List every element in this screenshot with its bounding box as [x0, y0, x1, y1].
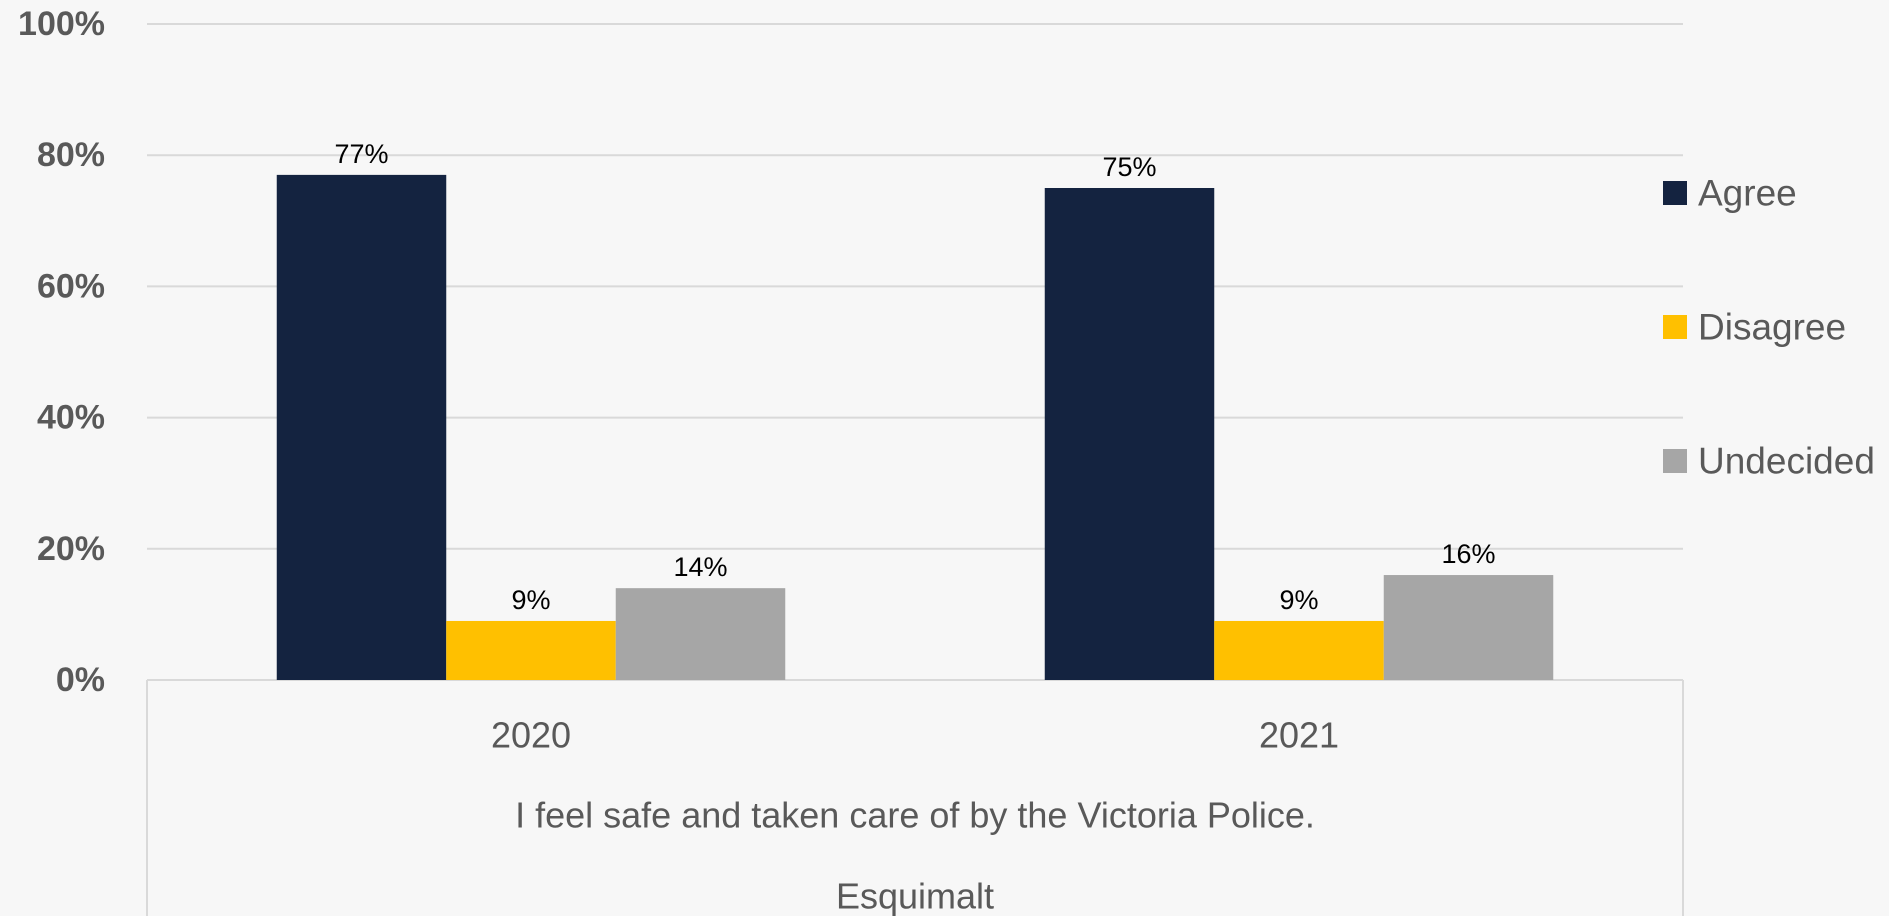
bar-undecided-2020 — [615, 588, 786, 680]
bar-disagree-2021 — [1214, 620, 1384, 680]
legend-swatch — [1663, 181, 1687, 205]
legend-swatch — [1663, 315, 1687, 339]
data-label: 75% — [1102, 152, 1156, 182]
bars — [276, 174, 1554, 680]
data-label: 16% — [1441, 539, 1495, 569]
legend-label: Undecided — [1698, 441, 1875, 482]
legend-swatch — [1663, 449, 1687, 473]
x-tick-label: 2021 — [1259, 715, 1339, 756]
data-label: 9% — [1279, 585, 1318, 615]
data-label: 9% — [511, 585, 550, 615]
y-tick-label: 60% — [37, 267, 105, 305]
bar-agree-2021 — [1044, 188, 1215, 680]
axes: 0% 20% 40% 60% 80% 100% 2020 2021 I feel safe an… — [18, 5, 1684, 916]
legend-label: Disagree — [1698, 307, 1846, 348]
bar-undecided-2021 — [1383, 575, 1554, 680]
y-tick-label: 100% — [18, 5, 105, 43]
legend: Agree Disagree Undecided — [1663, 173, 1875, 482]
bar-disagree-2020 — [446, 620, 616, 680]
data-label: 14% — [673, 552, 727, 582]
y-tick-label: 20% — [37, 530, 105, 568]
legend-label: Agree — [1698, 173, 1797, 214]
y-tick-label: 40% — [37, 399, 105, 437]
axis-group-label: I feel safe and taken care of by the Vic… — [515, 795, 1315, 836]
y-tick-label: 80% — [37, 136, 105, 174]
axis-group-label: Esquimalt — [836, 876, 994, 916]
y-tick-label: 0% — [56, 661, 105, 699]
bar-agree-2020 — [276, 174, 447, 680]
x-tick-label: 2020 — [491, 715, 571, 756]
data-label: 77% — [334, 139, 388, 169]
data-labels: 77% 9% 14% 75% 9% 16% — [334, 139, 1495, 615]
